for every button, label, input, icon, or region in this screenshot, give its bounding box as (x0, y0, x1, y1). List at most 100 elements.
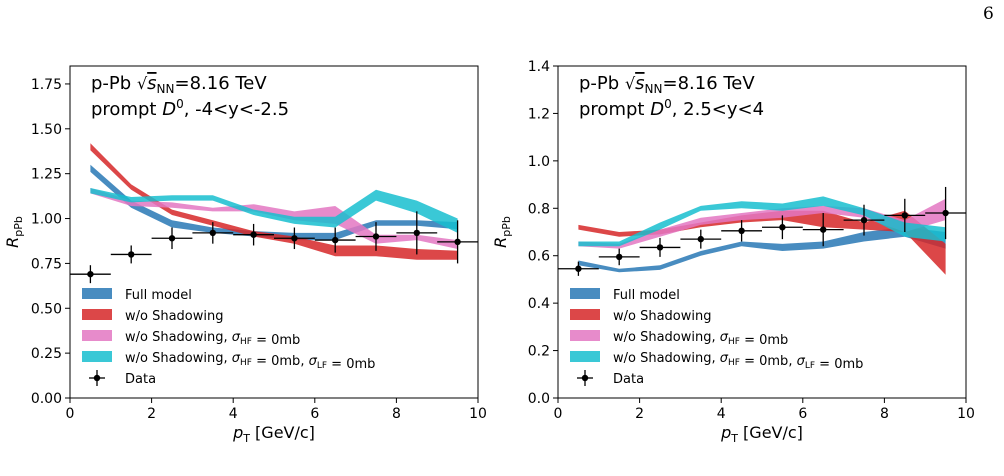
y-tick-label: 0.25 (31, 346, 62, 362)
x-tick-label: 6 (310, 406, 319, 422)
legend-sigma: σ (309, 354, 318, 369)
x-axis-label: pT [GeV/c] (232, 423, 315, 445)
y-tick-label: 0.00 (31, 391, 62, 407)
y-tick-label: 1.00 (31, 212, 62, 228)
y-axis-label: RpPb (3, 216, 25, 248)
data-point (598, 248, 640, 266)
y-tick-label: 1.0 (528, 154, 550, 170)
title-line-1: p-Pb √sNN=8.16 TeV (91, 73, 267, 96)
chart-panel-1: 0 2 4 6 8 10 0.00 0.25 0.50 0.75 1.00 1.25 1.50 1.75 p… (3, 65, 487, 445)
legend: Full model w/o Shadowing w/o Shadowing, σH… (82, 288, 375, 387)
legend-sigma: σ (720, 330, 729, 345)
page-number: 6 (983, 4, 994, 24)
y-tick-label: 0.6 (528, 249, 550, 265)
data-marker (779, 224, 786, 231)
legend-label: Full model (613, 288, 680, 303)
legend-label: w/o Shadowing, σHF = 0mb (125, 330, 300, 348)
title-text: prompt (91, 99, 162, 120)
legend-entry: Full model (82, 288, 192, 303)
x-tick-label: 8 (880, 406, 889, 422)
x-tick-label: 4 (717, 406, 726, 422)
legend-entry: w/o Shadowing, σHF = 0mb (82, 330, 300, 348)
data-marker (942, 209, 949, 217)
y-tick-label: 1.2 (528, 106, 550, 122)
legend-swatch (82, 288, 112, 299)
data-point (233, 223, 274, 246)
data-point (314, 227, 356, 253)
data-point (192, 222, 234, 244)
data-marker (656, 244, 664, 251)
legend-text: w/o Shadowing, (613, 330, 720, 345)
legend-swatch (82, 309, 112, 320)
y-tick-label: 1.50 (31, 122, 62, 138)
x-tick-label: 4 (229, 406, 238, 422)
legend-sigma-sub: HF (728, 358, 740, 368)
band-4 (90, 188, 458, 233)
legend-text: w/o Shadowing (613, 309, 712, 324)
legend-entry: w/o Shadowing, σHF = 0mb, σLF = 0mb (570, 351, 863, 372)
y-tick-label: 0.75 (31, 256, 62, 272)
title-sub: NN (157, 82, 175, 96)
y-label-main: R (491, 237, 510, 248)
data-marker (209, 229, 216, 237)
data-marker (738, 227, 745, 235)
legend-label: Full model (125, 288, 192, 303)
legend-entry: Data (89, 370, 156, 387)
x-axis-label: pT [GeV/c] (720, 423, 803, 445)
legend-sigma-sub: HF (240, 358, 252, 368)
legend-text: Full model (125, 288, 192, 303)
title-range: , 2.5<y<4 (672, 99, 764, 120)
legend-entry: Data (577, 370, 644, 387)
legend-text: = 0mb (815, 357, 863, 372)
data-marker (128, 251, 135, 258)
legend-text: Data (125, 372, 156, 387)
legend-label: w/o Shadowing, σHF = 0mb (613, 330, 788, 348)
y-label-sub: pPb (12, 216, 25, 237)
legend-swatch (570, 330, 600, 341)
legend-entry: w/o Shadowing (570, 309, 712, 324)
data-marker (291, 235, 298, 242)
x-label-unit: [GeV/c] (738, 423, 803, 442)
data-marker (372, 233, 380, 240)
data-marker (860, 216, 868, 224)
sqrt-symbol: √ (137, 74, 148, 93)
x-label-main: p (720, 423, 731, 442)
data-point (151, 227, 193, 250)
data-point (639, 237, 681, 257)
title-line-1: p-Pb √sNN=8.16 TeV (579, 73, 755, 96)
y-tick-label: 1.4 (528, 59, 550, 75)
legend-text: = 0mb (252, 333, 300, 348)
data-marker (413, 229, 420, 237)
axes-frame (557, 65, 967, 399)
legend-swatch (570, 288, 600, 299)
legend-label: Data (613, 372, 644, 387)
band-1 (578, 227, 946, 273)
data-point (437, 220, 478, 264)
band-4 (578, 196, 946, 247)
legend-entry: w/o Shadowing (82, 309, 224, 324)
title-text: prompt (579, 99, 650, 120)
x-tick-label: 0 (554, 406, 563, 422)
legend-text: = 0mb (327, 357, 375, 372)
title-d: D (650, 99, 664, 120)
y-tick-label: 0.8 (528, 201, 550, 217)
band-2 (578, 210, 946, 275)
data-point (843, 204, 885, 236)
legend-text: = 0mb, (252, 354, 309, 369)
legend-sigma: σ (720, 351, 729, 366)
y-tick-label: 0.4 (528, 296, 550, 312)
model-bands (90, 143, 458, 260)
legend-sigma-sub: HF (728, 337, 740, 347)
legend-label: w/o Shadowing (125, 309, 224, 324)
data-point (558, 261, 599, 276)
title-suffix: =8.16 TeV (174, 73, 267, 94)
legend-sigma-sub: HF (240, 337, 252, 347)
data-marker (168, 235, 176, 242)
data-marker (332, 236, 339, 244)
legend-label: w/o Shadowing, σHF = 0mb, σLF = 0mb (613, 351, 863, 372)
data-marker (575, 265, 582, 272)
legend-label: w/o Shadowing (613, 309, 712, 324)
data-marker (250, 231, 257, 238)
